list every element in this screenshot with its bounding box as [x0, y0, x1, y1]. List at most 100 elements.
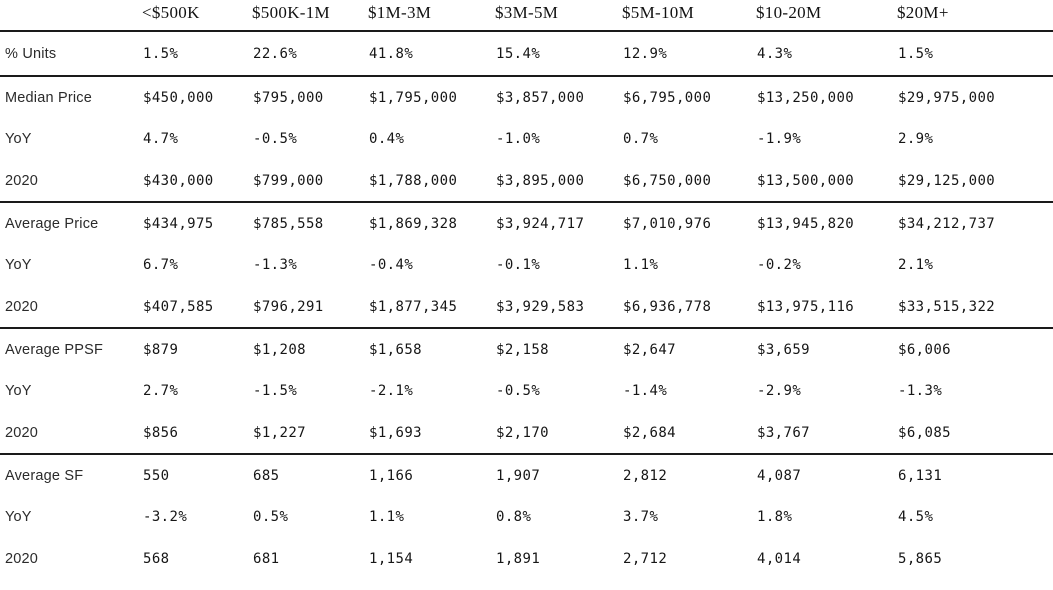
table-cell: $1,788,000 — [369, 172, 458, 189]
table-row: 2020 $856 $1,227 $1,693 $2,170 $2,684 $3,767 $6… — [0, 412, 1053, 454]
table-row: 2020 $430,000 $799,000 $1,788,000 $3,895,000… — [0, 160, 1053, 202]
table-cell: $3,929,583 — [496, 298, 585, 315]
table-cell: $3,857,000 — [496, 89, 585, 106]
table-cell: $795,000 — [253, 89, 324, 106]
table-cell: $1,877,345 — [369, 298, 458, 315]
table-cell: $6,750,000 — [623, 172, 712, 189]
table-cell: 15.4% — [496, 45, 541, 62]
row-label: 2020 — [5, 424, 39, 441]
table-cell: -0.5% — [253, 131, 298, 147]
table-cell: 1.5% — [143, 45, 179, 62]
table-cell: $407,585 — [143, 298, 214, 315]
table-cell: $1,693 — [369, 424, 422, 441]
table-row: YoY 6.7% -1.3% -0.4% -0.1% 1.1% -0.2% 2.1% — [0, 244, 1053, 286]
section-average-price: Average Price $434,975 $785,558 $1,869,328 $… — [0, 202, 1053, 328]
table-header-row: <$500K $500K-1M $1M-3M $3M-5M $5M-10M $1… — [0, 0, 1053, 31]
table-cell: $2,647 — [623, 341, 676, 358]
row-label: YoY — [5, 131, 32, 147]
table-cell: 12.9% — [623, 45, 668, 62]
table-cell: 1.1% — [369, 509, 405, 525]
table-cell: $796,291 — [253, 298, 324, 315]
table-cell: $799,000 — [253, 172, 324, 189]
table-cell: $879 — [143, 341, 179, 358]
table-cell: -0.2% — [757, 257, 802, 273]
section-average-ppsf: Average PPSF $879 $1,208 $1,658 $2,158 $2,647… — [0, 328, 1053, 454]
row-label: Average Price — [5, 215, 99, 232]
row-label: 2020 — [5, 172, 39, 189]
table-cell: $2,158 — [496, 341, 549, 358]
table-cell: -1.9% — [757, 131, 802, 147]
table-cell: $29,975,000 — [898, 89, 996, 106]
table-cell: 1,166 — [369, 467, 414, 484]
table-cell: $3,659 — [757, 341, 810, 358]
table-cell: 4,014 — [757, 551, 802, 567]
table-cell: 3.7% — [623, 509, 659, 525]
row-label: 2020 — [5, 551, 39, 567]
table-cell: 4.3% — [757, 45, 793, 62]
table-cell: 4.5% — [898, 509, 934, 525]
table-cell: $1,227 — [253, 424, 306, 441]
column-header-under-500k: <$500K — [142, 3, 200, 22]
table-cell: $3,924,717 — [496, 215, 585, 232]
table-cell: $785,558 — [253, 215, 324, 232]
section-units: % Units 1.5% 22.6% 41.8% 15.4% 12.9% 4.3% 1.5% — [0, 31, 1053, 76]
table-cell: 4,087 — [757, 467, 802, 484]
table-cell: $6,006 — [898, 341, 951, 358]
row-label: Average SF — [5, 467, 84, 484]
table-cell: 685 — [253, 467, 280, 484]
table-cell: $430,000 — [143, 172, 214, 189]
table-cell: 1,154 — [369, 551, 414, 567]
table-cell: $13,500,000 — [757, 172, 855, 189]
table-cell: 681 — [253, 551, 280, 567]
table-cell: 550 — [143, 467, 170, 484]
table-cell: 0.8% — [496, 509, 532, 525]
table-cell: 4.7% — [143, 131, 179, 147]
row-label: YoY — [5, 383, 32, 399]
table-cell: $1,795,000 — [369, 89, 458, 106]
table-row: 2020 $407,585 $796,291 $1,877,345 $3,929,583… — [0, 286, 1053, 328]
table-cell: -1.0% — [496, 131, 541, 147]
table-cell: 1,907 — [496, 467, 541, 484]
row-label: % Units — [5, 45, 57, 62]
table-cell: $13,975,116 — [757, 298, 855, 315]
table-cell: 0.4% — [369, 131, 405, 147]
table-row: Median Price $450,000 $795,000 $1,795,000 $3… — [0, 76, 1053, 118]
column-header-5m-10m: $5M-10M — [622, 3, 694, 22]
table-cell: 0.5% — [253, 509, 289, 525]
table-cell: $6,936,778 — [623, 298, 712, 315]
column-header-10-20m: $10-20M — [756, 3, 822, 22]
row-label: Average PPSF — [5, 341, 104, 358]
table-cell: -1.3% — [253, 257, 298, 273]
table-cell: 1,891 — [496, 551, 541, 567]
table-cell: 2.7% — [143, 383, 179, 399]
table-cell: $1,658 — [369, 341, 422, 358]
table-cell: $13,250,000 — [757, 89, 855, 106]
table-cell: -0.5% — [496, 383, 541, 399]
table-cell: 6,131 — [898, 467, 943, 484]
table-cell: 22.6% — [253, 45, 298, 62]
table-cell: $856 — [143, 424, 179, 441]
table-cell: -0.1% — [496, 257, 541, 273]
table-cell: 1.8% — [757, 509, 793, 525]
table-cell: $33,515,322 — [898, 298, 996, 315]
table-cell: -2.1% — [369, 383, 414, 399]
table-row: Average Price $434,975 $785,558 $1,869,328 $… — [0, 202, 1053, 244]
table-cell: $3,767 — [757, 424, 810, 441]
table-cell: $7,010,976 — [623, 215, 712, 232]
row-label: 2020 — [5, 298, 39, 315]
table-cell: -3.2% — [143, 509, 188, 525]
row-label: Median Price — [5, 89, 93, 106]
table-cell: -1.3% — [898, 383, 943, 399]
table-row: YoY 4.7% -0.5% 0.4% -1.0% 0.7% -1.9% 2.9% — [0, 118, 1053, 160]
table-cell: -1.5% — [253, 383, 298, 399]
column-header-1m-3m: $1M-3M — [368, 3, 432, 22]
table-row: YoY -3.2% 0.5% 1.1% 0.8% 3.7% 1.8% 4.5% — [0, 496, 1053, 538]
table-row: Average PPSF $879 $1,208 $1,658 $2,158 $2,647… — [0, 328, 1053, 370]
table-cell: -1.4% — [623, 383, 668, 399]
table-cell: 1.1% — [623, 257, 659, 273]
section-median-price: Median Price $450,000 $795,000 $1,795,000 $3… — [0, 76, 1053, 202]
table-cell: 568 — [143, 551, 170, 567]
table-cell: 2.9% — [898, 131, 934, 147]
table-cell: $6,085 — [898, 424, 951, 441]
